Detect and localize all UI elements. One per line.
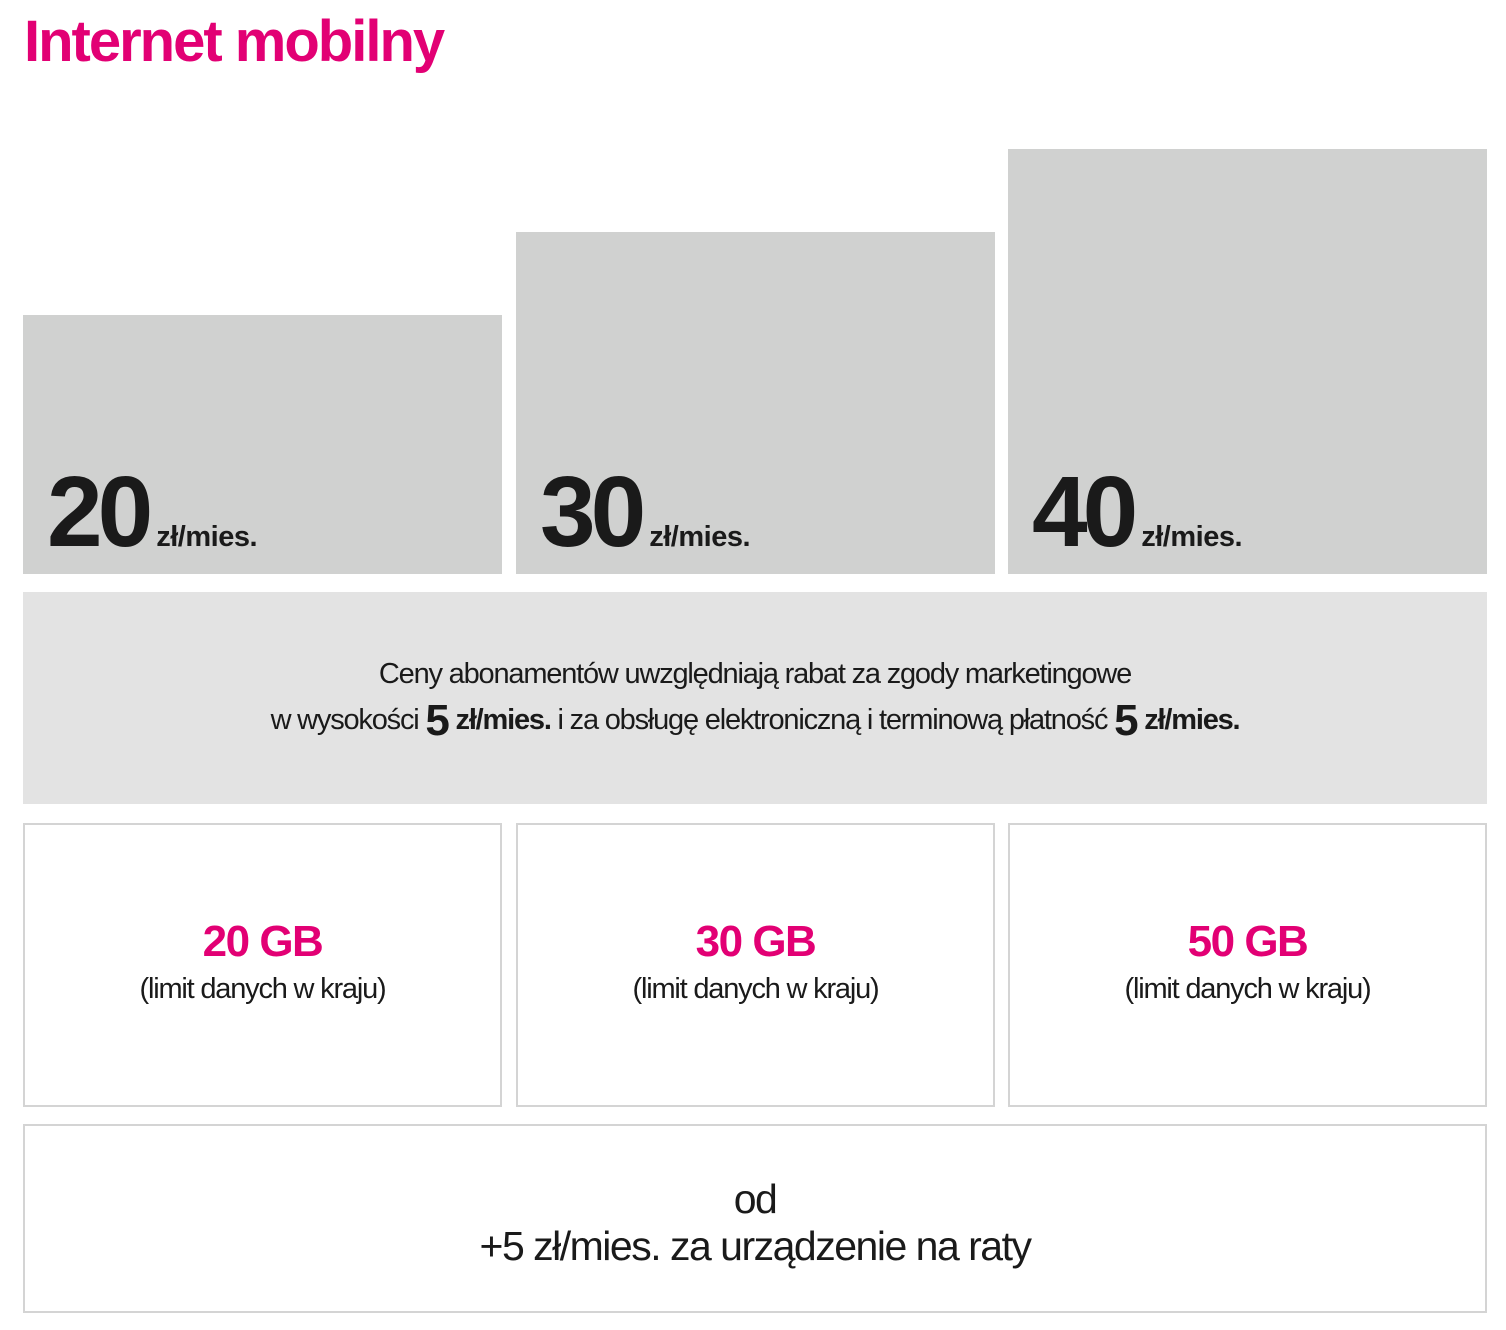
data-limit-card-2: 30 GB (limit danych w kraju): [516, 823, 995, 1107]
device-installment-box: od +5 zł/mies. za urządzenie na raty: [23, 1124, 1487, 1313]
device-line2: +5 zł/mies. za urządzenie na raty: [479, 1223, 1033, 1269]
data-limit-note: (limit danych w kraju): [1124, 973, 1372, 1005]
plan-price-unit: zł/mies.: [649, 521, 751, 553]
page-title: Internet mobilny: [24, 9, 445, 74]
discount-unit: zł/mies.: [448, 704, 552, 736]
data-limit-card-3: 50 GB (limit danych w kraju): [1008, 823, 1487, 1107]
plan-price-bar-3: 40 zł/mies.: [1008, 149, 1487, 574]
plan-price-bar-1: 20 zł/mies.: [23, 315, 502, 574]
plan-price-bar-2: 30 zł/mies.: [516, 232, 995, 574]
discount-note-line2: w wysokości 5 zł/mies. i za obsługę elek…: [23, 696, 1487, 746]
data-limit-value: 50 GB: [1187, 917, 1309, 966]
data-limit-value: 30 GB: [695, 917, 817, 966]
data-limit-note: (limit danych w kraju): [139, 973, 387, 1005]
data-limit-note: (limit danych w kraju): [632, 973, 880, 1005]
discount-note: Ceny abonamentów uwzględniają rabat za z…: [23, 592, 1487, 804]
data-limit-card-1: 20 GB (limit danych w kraju): [23, 823, 502, 1107]
device-line1: od: [733, 1176, 778, 1222]
discount-amount: 5: [1114, 696, 1138, 745]
plan-price: 30: [540, 456, 646, 568]
discount-unit: zł/mies.: [1137, 704, 1240, 736]
plan-price-unit: zł/mies.: [156, 521, 258, 553]
plan-price: 20: [47, 456, 153, 568]
discount-note-line1: Ceny abonamentów uwzględniają rabat za z…: [378, 658, 1132, 690]
data-limit-value: 20 GB: [202, 917, 324, 966]
plan-price-unit: zł/mies.: [1141, 521, 1243, 553]
note-text: i za obsługę elektroniczną i terminową p…: [550, 704, 1115, 736]
discount-amount: 5: [425, 696, 449, 745]
note-text: w wysokości: [270, 704, 426, 736]
plan-price: 40: [1032, 456, 1138, 568]
